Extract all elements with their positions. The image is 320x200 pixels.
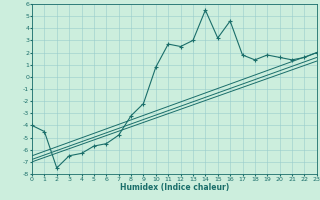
- X-axis label: Humidex (Indice chaleur): Humidex (Indice chaleur): [120, 183, 229, 192]
